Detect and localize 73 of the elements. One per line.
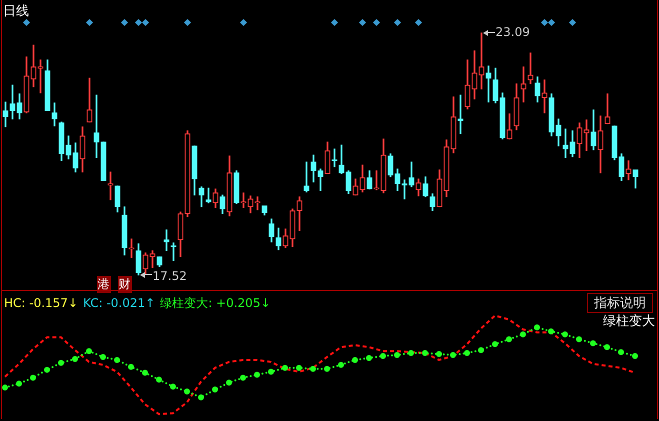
candlestick: [2, 102, 8, 128]
point: [380, 353, 386, 360]
point: [324, 366, 330, 372]
point: [408, 350, 414, 356]
point: [240, 374, 246, 381]
point: [268, 368, 274, 375]
candlestick: [584, 120, 590, 152]
point: [142, 370, 148, 376]
annotation: 23.09: [496, 24, 530, 39]
point: [478, 347, 484, 354]
point: [86, 348, 92, 354]
point: [422, 350, 428, 356]
text: 港: [96, 276, 110, 293]
annotation: 绿柱变大: [603, 313, 655, 330]
point: [352, 356, 358, 363]
point: [394, 352, 400, 358]
candlestick: [604, 93, 610, 124]
point: [548, 328, 554, 334]
text: 指标说明: [587, 293, 653, 313]
point: [282, 364, 288, 371]
point: [2, 384, 8, 391]
point: [520, 331, 526, 338]
candlestick: [206, 188, 212, 204]
candlestick: [150, 250, 156, 268]
candlestick: [38, 60, 44, 94]
point: [562, 331, 568, 338]
chart-title: 日线: [3, 3, 29, 20]
point: [114, 356, 120, 363]
candlestick: [562, 128, 568, 158]
point: [492, 341, 498, 348]
text: 绿柱变大: +0.205↓: [160, 296, 271, 310]
point: [450, 352, 456, 358]
candlestick: [304, 162, 310, 192]
text: KC: -0.021↑: [83, 296, 156, 310]
point: [436, 351, 442, 358]
candlestick: [520, 66, 526, 102]
point: [184, 388, 190, 395]
point: [198, 394, 204, 400]
point: [506, 336, 512, 342]
point: [72, 356, 78, 362]
point: [16, 380, 22, 387]
point: [212, 386, 218, 393]
text: 财: [118, 276, 132, 293]
point: [254, 372, 260, 378]
point: [44, 366, 50, 373]
point: [534, 324, 540, 330]
point: [170, 384, 176, 390]
point: [366, 354, 372, 361]
candlestick: [478, 32, 484, 90]
candlestick: [94, 94, 100, 158]
text: HC: -0.157↓: [4, 296, 78, 310]
candlestick: [374, 170, 380, 190]
point: [58, 360, 64, 366]
candlestick: [486, 66, 492, 102]
point: [618, 349, 624, 356]
point: [464, 350, 470, 356]
point: [310, 366, 316, 372]
point: [604, 344, 610, 350]
point: [226, 380, 232, 386]
point: [156, 376, 162, 383]
point: [632, 353, 638, 360]
candlestick: [542, 80, 548, 114]
candlestick: [10, 84, 16, 120]
point: [296, 364, 302, 371]
point: [128, 364, 134, 370]
candlestick: [164, 229, 170, 251]
point: [30, 374, 36, 381]
point: [590, 340, 596, 346]
point: [576, 336, 582, 342]
candlestick: [528, 52, 534, 84]
point: [100, 354, 106, 360]
annotation: 17.52: [152, 268, 187, 283]
point: [338, 362, 344, 368]
